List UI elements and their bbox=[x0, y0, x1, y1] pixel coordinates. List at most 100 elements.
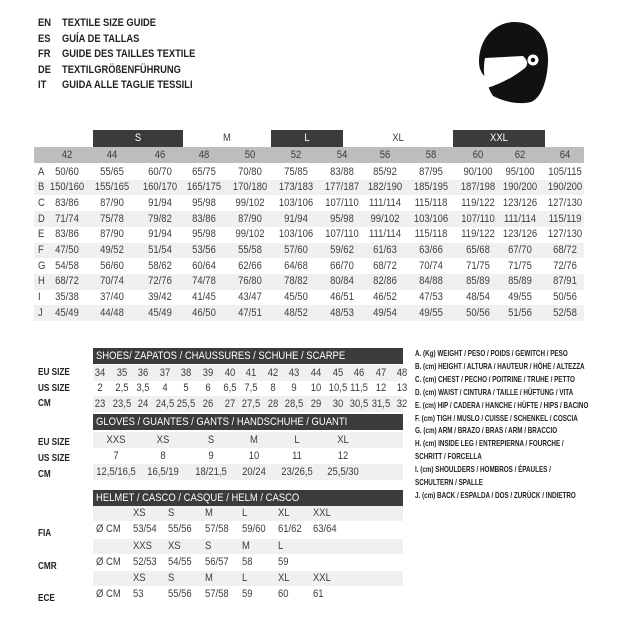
shoe-size-cell: 31,5 bbox=[371, 397, 391, 410]
helmet-size-label: XS bbox=[133, 572, 146, 584]
row-label: ECE bbox=[38, 593, 55, 604]
glove-size-cell: XS bbox=[156, 433, 170, 446]
table-cell: 46/52 bbox=[373, 291, 397, 304]
eu-size-header-row bbox=[34, 147, 584, 163]
helmet-size-value: 54/55 bbox=[168, 555, 192, 568]
shoe-size-cell: 9 bbox=[291, 382, 298, 394]
shoe-size-cell: 8 bbox=[270, 382, 276, 394]
helmet-size-value: 58 bbox=[242, 555, 253, 568]
helmet-size-value: 60 bbox=[278, 588, 289, 600]
title-lang-code: ES bbox=[38, 32, 51, 45]
gloves-header: GLOVES / GUANTES / GANTS / HANDSCHUHE / … bbox=[93, 414, 403, 430]
table-row-stripe bbox=[93, 464, 403, 480]
table-cell: 61/63 bbox=[373, 244, 397, 256]
table-cell: 82/86 bbox=[373, 275, 397, 288]
table-cell: 107/110 bbox=[325, 228, 359, 241]
table-row-stripe bbox=[93, 396, 403, 412]
row-label: US SIZE bbox=[38, 382, 70, 394]
size-group-label: XXL bbox=[490, 132, 508, 144]
shoe-size-cell: 28 bbox=[267, 397, 279, 410]
shoe-size-cell: 30,5 bbox=[349, 397, 369, 410]
helmet-size-value: 59 bbox=[278, 555, 289, 568]
helmet-unit: Ø CM bbox=[96, 523, 121, 535]
helmet-size-value: 61/62 bbox=[278, 523, 302, 535]
table-cell: 182/190 bbox=[367, 181, 403, 194]
table-row-stripe bbox=[93, 506, 403, 521]
size-group-band bbox=[93, 130, 183, 147]
title-text: GUÍA DE TALLAS bbox=[62, 32, 140, 45]
helmet-size-value: 59 bbox=[242, 588, 253, 600]
table-cell: 65/68 bbox=[466, 244, 490, 256]
table-cell: 103/106 bbox=[278, 196, 314, 209]
measurement-legend-item: H. (cm) INSIDE LEG / ENTREPIERNA / FOURC… bbox=[415, 438, 564, 449]
shoe-size-cell: 24 bbox=[137, 397, 149, 410]
glove-size-cell: S bbox=[207, 433, 215, 446]
table-cell: 67/70 bbox=[508, 244, 532, 256]
table-cell: 60/70 bbox=[148, 165, 172, 178]
helmet-size-value: 61 bbox=[313, 588, 324, 600]
shoe-size-cell: 29 bbox=[310, 397, 322, 410]
row-key: A bbox=[38, 165, 45, 178]
table-cell: 155/165 bbox=[94, 181, 130, 194]
table-cell: 115/118 bbox=[414, 196, 448, 209]
shoe-size-cell: 44 bbox=[310, 366, 322, 379]
helmet-size-label: L bbox=[242, 507, 248, 519]
eu-size-header: 56 bbox=[379, 149, 391, 161]
helmet-size-label: XL bbox=[278, 507, 290, 519]
measurement-legend-item: A. (Kg) WEIGHT / PESO / POIDS / GEWITCH … bbox=[415, 348, 568, 358]
table-cell: 64/68 bbox=[284, 259, 308, 272]
table-cell: 47/51 bbox=[238, 306, 262, 319]
measurement-legend-item: E. (cm) HIP / CADERA / HANCHE / HÜFTE / … bbox=[415, 399, 589, 410]
table-cell: 107/110 bbox=[325, 196, 359, 209]
row-key: G bbox=[38, 259, 46, 272]
table-row-stripe bbox=[34, 273, 584, 290]
table-cell: 50/56 bbox=[553, 291, 577, 304]
table-cell: 85/92 bbox=[373, 165, 397, 178]
table-cell: 127/130 bbox=[547, 196, 583, 209]
helmet-size-label: L bbox=[278, 539, 284, 552]
table-cell: 57/60 bbox=[284, 244, 308, 256]
helmet-size-value: 59/60 bbox=[242, 523, 266, 535]
size-group-label: XL bbox=[392, 132, 404, 144]
table-cell: 50/60 bbox=[55, 165, 79, 178]
row-key: I bbox=[38, 291, 41, 304]
table-cell: 35/38 bbox=[55, 291, 79, 304]
table-cell: 70/74 bbox=[100, 275, 124, 288]
table-cell: 91/94 bbox=[284, 212, 308, 225]
shoe-size-cell: 10,5 bbox=[328, 382, 347, 394]
helmet-size-label: M bbox=[205, 507, 213, 519]
helmet-size-label: XS bbox=[133, 507, 146, 519]
table-cell: 83/86 bbox=[192, 212, 216, 225]
table-cell: 43/47 bbox=[238, 291, 262, 304]
shoe-size-cell: 11,5 bbox=[350, 382, 369, 394]
table-cell: 37/40 bbox=[100, 291, 124, 304]
table-cell: 87/90 bbox=[238, 212, 262, 225]
shoe-size-cell: 41 bbox=[245, 366, 257, 379]
shoe-size-cell: 28,5 bbox=[285, 397, 304, 410]
glove-size-cell: L bbox=[294, 433, 300, 446]
table-cell: 90/100 bbox=[463, 165, 493, 178]
table-row-stripe bbox=[93, 432, 403, 448]
table-cell: 84/88 bbox=[419, 275, 443, 288]
helmet-unit: Ø CM bbox=[96, 555, 121, 568]
table-cell: 63/66 bbox=[419, 244, 443, 256]
table-cell: 66/70 bbox=[330, 259, 354, 272]
eu-size-header: 44 bbox=[106, 149, 118, 161]
table-row-stripe bbox=[34, 179, 584, 196]
table-cell: 70/80 bbox=[238, 165, 262, 178]
eu-size-header: 58 bbox=[425, 149, 437, 161]
helmet-size-value: 55/56 bbox=[168, 588, 192, 600]
measurement-legend-item: F. (cm) TIGH / MUSLO / CUISSE / SCHENKEL… bbox=[415, 412, 578, 423]
eu-size-header: 48 bbox=[198, 149, 210, 161]
table-cell: 177/187 bbox=[324, 181, 360, 194]
eu-size-header: 46 bbox=[154, 149, 166, 161]
row-label: CM bbox=[38, 398, 51, 409]
table-row-stripe bbox=[93, 571, 403, 586]
shoe-size-cell: 35 bbox=[116, 366, 127, 379]
title-text: TEXTILE SIZE GUIDE bbox=[62, 17, 157, 29]
helmet-size-value: 53 bbox=[133, 588, 144, 600]
helmet-size-value: 53/54 bbox=[133, 523, 157, 535]
table-cell: 58/62 bbox=[148, 259, 172, 272]
table-cell: 115/119 bbox=[548, 212, 582, 225]
